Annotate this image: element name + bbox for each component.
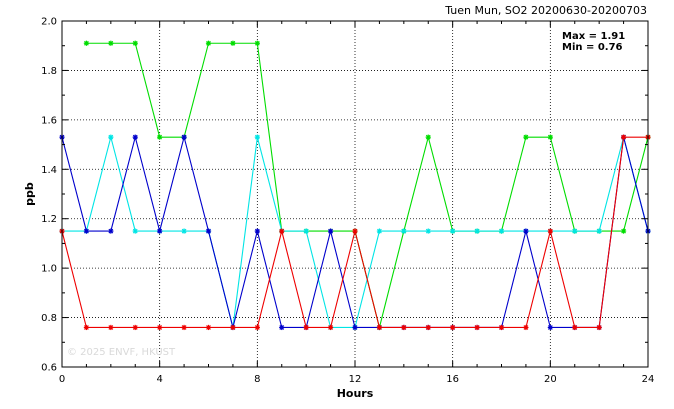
watermark: © 2025 ENVF, HKUST <box>67 347 176 358</box>
data-point <box>181 134 187 140</box>
data-point <box>157 324 163 331</box>
data-point <box>620 134 627 140</box>
data-point <box>181 324 187 331</box>
series-0 <box>83 40 651 331</box>
y-tick-label: 1.6 <box>41 115 57 126</box>
data-point <box>352 228 358 234</box>
grid-lines <box>62 21 648 367</box>
x-tick-label: 12 <box>349 374 362 385</box>
data-point <box>425 324 431 331</box>
data-point <box>83 40 90 46</box>
data-point <box>596 228 602 234</box>
data-point <box>327 228 334 234</box>
chart-title: Tuen Mun, SO2 20200630-20200703 <box>444 4 647 17</box>
series-layer <box>59 40 651 331</box>
x-tick-label: 0 <box>59 374 65 385</box>
data-point <box>254 134 260 140</box>
x-tick-label: 24 <box>642 374 655 385</box>
y-tick-label: 0.8 <box>41 313 57 324</box>
data-point <box>498 324 505 331</box>
data-point <box>450 324 456 331</box>
data-point <box>547 228 553 234</box>
data-point <box>425 228 431 234</box>
data-point <box>523 228 529 234</box>
data-point <box>376 324 383 331</box>
x-axis-label: Hours <box>337 387 374 400</box>
data-point <box>327 324 334 331</box>
data-point <box>450 228 456 234</box>
axis-ticks <box>61 20 649 368</box>
data-point <box>83 228 90 234</box>
min-annotation: Min = 0.76 <box>562 42 623 53</box>
data-point <box>303 228 309 234</box>
data-point <box>132 40 138 46</box>
data-point <box>205 324 212 331</box>
x-tick-labels: 0 4 8 12 16 20 24 <box>59 374 655 385</box>
data-point <box>108 228 114 234</box>
data-point <box>132 134 138 140</box>
data-point <box>376 228 383 234</box>
data-point <box>83 324 90 331</box>
data-point <box>230 324 236 331</box>
data-point <box>523 324 529 331</box>
data-point <box>181 228 187 234</box>
y-tick-label: 2.0 <box>41 17 57 28</box>
data-point <box>401 228 407 234</box>
data-point <box>620 228 627 234</box>
data-point <box>596 324 602 331</box>
data-point <box>205 228 212 234</box>
data-point <box>474 228 480 234</box>
data-point <box>254 324 260 331</box>
y-axis-label: ppb <box>23 182 36 206</box>
data-point <box>352 324 358 331</box>
data-point <box>279 228 285 234</box>
data-point <box>425 134 431 140</box>
data-point <box>474 324 480 331</box>
y-tick-label: 1.0 <box>41 264 57 275</box>
y-tick-label: 1.4 <box>41 165 57 176</box>
data-point <box>279 324 285 331</box>
x-tick-label: 20 <box>544 374 557 385</box>
x-tick-label: 4 <box>156 374 162 385</box>
data-point <box>254 228 260 234</box>
data-point <box>205 40 212 46</box>
data-point <box>108 134 114 140</box>
data-point <box>572 228 578 234</box>
y-tick-label: 1.8 <box>41 66 57 77</box>
data-point <box>498 228 505 234</box>
data-point <box>401 324 407 331</box>
data-point <box>572 324 578 331</box>
data-point <box>230 40 236 46</box>
y-tick-labels: 0.6 0.8 1.0 1.2 1.4 1.6 1.8 2.0 <box>41 17 57 374</box>
data-point <box>303 324 309 331</box>
data-point <box>157 134 163 140</box>
x-tick-label: 16 <box>446 374 459 385</box>
data-point <box>108 324 114 331</box>
series-3 <box>59 134 651 331</box>
data-point <box>547 134 553 140</box>
data-point <box>157 228 163 234</box>
y-tick-label: 0.6 <box>41 363 57 374</box>
data-point <box>523 134 529 140</box>
data-point <box>547 324 553 331</box>
data-point <box>254 40 260 46</box>
data-point <box>132 228 138 234</box>
max-annotation: Max = 1.91 <box>562 31 625 42</box>
data-point <box>108 40 114 46</box>
x-tick-label: 8 <box>254 374 260 385</box>
data-point <box>132 324 138 331</box>
y-tick-label: 1.2 <box>41 214 57 225</box>
